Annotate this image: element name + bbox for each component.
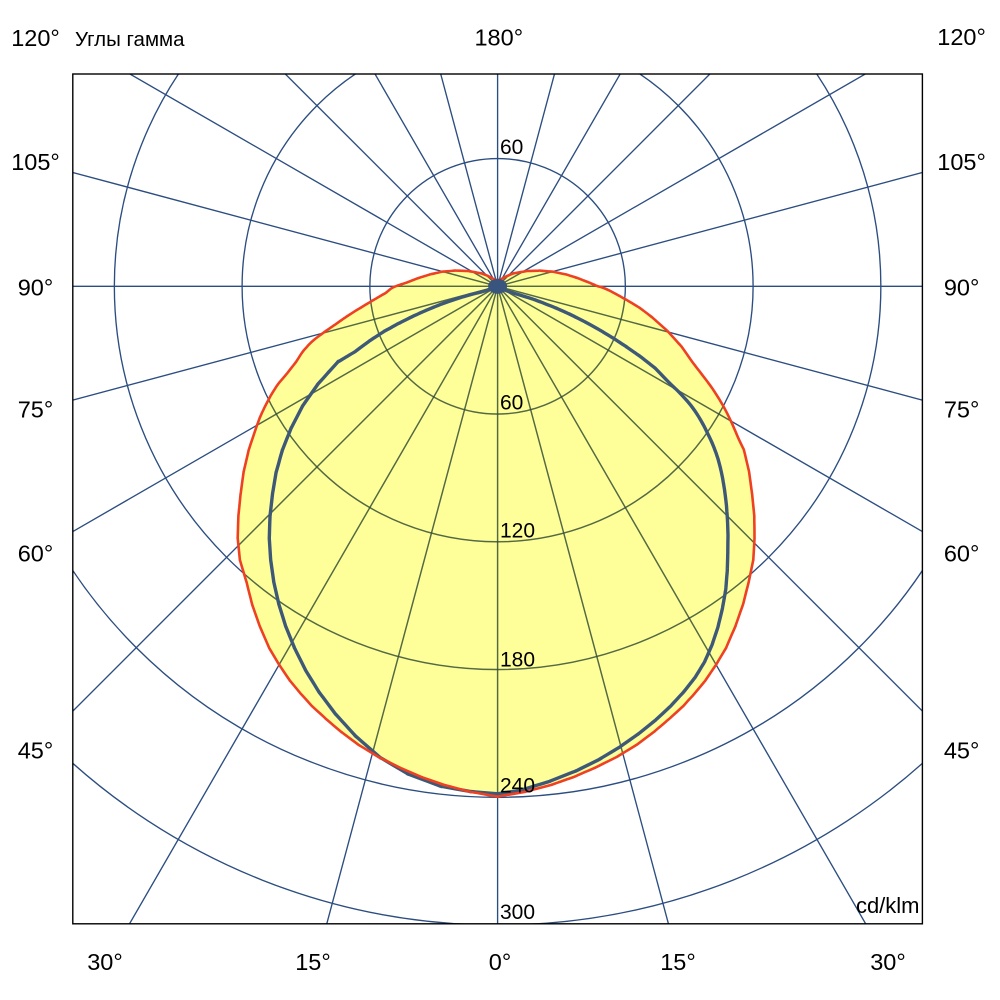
svg-text:60: 60 [500,136,523,159]
svg-text:180°: 180° [474,25,523,51]
svg-text:240: 240 [500,775,535,798]
svg-text:60°: 60° [18,541,54,567]
svg-text:120°: 120° [937,24,986,50]
svg-text:30°: 30° [870,949,906,975]
svg-text:90°: 90° [944,274,980,300]
svg-text:75°: 75° [944,397,980,423]
svg-text:75°: 75° [18,397,54,423]
svg-text:45°: 45° [18,738,54,764]
svg-text:120°: 120° [11,25,60,51]
svg-text:60°: 60° [944,541,980,567]
svg-text:120: 120 [500,519,535,542]
svg-text:30°: 30° [87,949,123,975]
svg-text:90°: 90° [18,274,54,300]
svg-text:0°: 0° [489,949,511,975]
svg-text:15°: 15° [295,949,331,975]
svg-text:105°: 105° [11,149,60,175]
svg-text:180: 180 [500,648,535,671]
svg-text:60: 60 [500,392,523,415]
svg-text:cd/klm: cd/klm [856,893,920,918]
svg-text:300: 300 [500,901,535,924]
svg-text:45°: 45° [944,738,980,764]
svg-text:Углы гамма: Углы гамма [75,28,185,51]
svg-text:105°: 105° [937,149,986,175]
svg-text:15°: 15° [660,949,696,975]
